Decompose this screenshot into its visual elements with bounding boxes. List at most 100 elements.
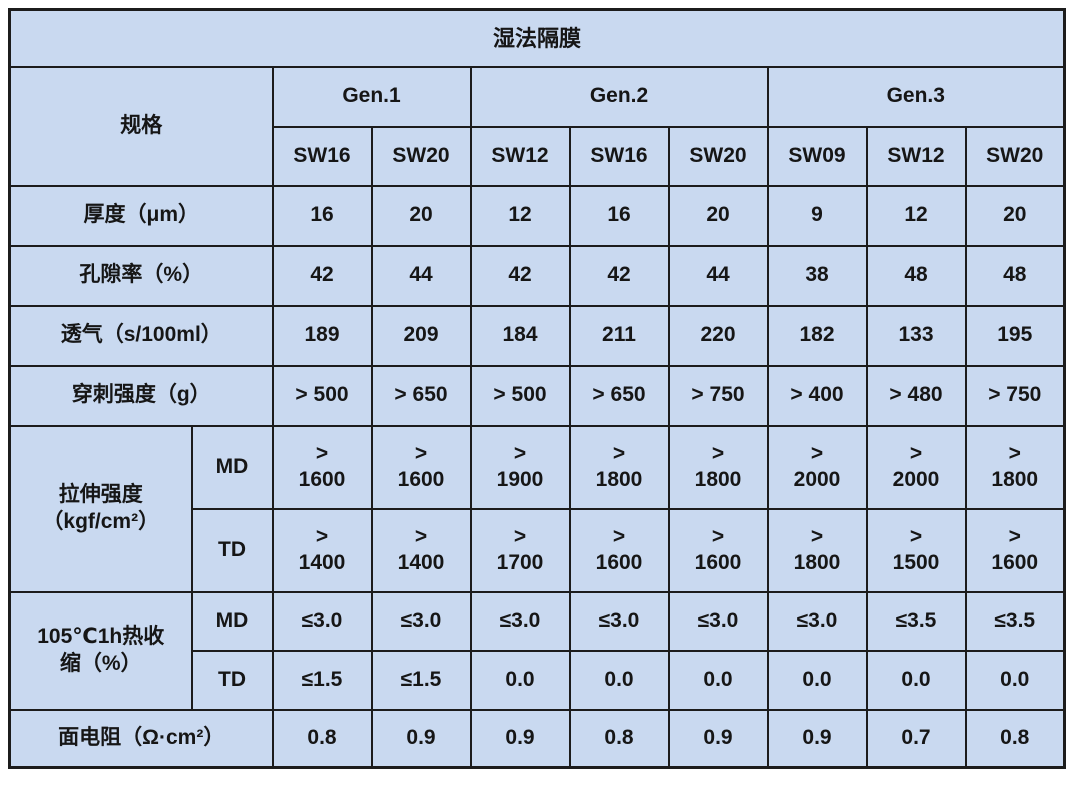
value-cell: > 650 bbox=[568, 364, 670, 427]
row-label-permeability: 透气（s/100ml） bbox=[8, 304, 274, 367]
model-header-cell: SW20 bbox=[370, 125, 472, 187]
value-cell: 0.0 bbox=[568, 649, 670, 711]
value-cell: ≤3.0 bbox=[370, 590, 472, 652]
model-header-cell: SW09 bbox=[766, 125, 868, 187]
value-cell: 0.9 bbox=[469, 708, 571, 769]
value-cell: > 1400 bbox=[370, 507, 472, 593]
value-cell: 20 bbox=[964, 184, 1066, 247]
value-cell: ≤1.5 bbox=[370, 649, 472, 711]
value-cell: > 1800 bbox=[568, 424, 670, 510]
value-cell: 0.0 bbox=[469, 649, 571, 711]
table-row: SW16 SW20 SW12 SW16 SW20 SW09 SW12 SW20 bbox=[10, 125, 1066, 187]
value-cell: 209 bbox=[370, 304, 472, 367]
value-cell: > 750 bbox=[667, 364, 769, 427]
value-cell: ≤1.5 bbox=[271, 649, 373, 711]
value-cell: > 1700 bbox=[469, 507, 571, 593]
value-cell: > 1600 bbox=[370, 424, 472, 510]
value-cell: > 2000 bbox=[766, 424, 868, 510]
value-cell: 182 bbox=[766, 304, 868, 367]
value-cell: 189 bbox=[271, 304, 373, 367]
value-cell: > 500 bbox=[271, 364, 373, 427]
gen3-header-cell: Gen.3 bbox=[766, 65, 1066, 128]
value-cell: 20 bbox=[667, 184, 769, 247]
value-cell: > 1600 bbox=[667, 507, 769, 593]
spec-header-cell: 规格 bbox=[8, 65, 274, 187]
value-cell: 220 bbox=[667, 304, 769, 367]
value-cell: 184 bbox=[469, 304, 571, 367]
value-cell: > 400 bbox=[766, 364, 868, 427]
value-cell: 0.8 bbox=[271, 708, 373, 769]
table-row: 规格 Gen.1 Gen.2 Gen.3 bbox=[8, 65, 1066, 187]
value-cell: > 480 bbox=[865, 364, 967, 427]
row-label-puncture: 穿刺强度（g） bbox=[8, 364, 274, 427]
value-cell: > 500 bbox=[469, 364, 571, 427]
value-cell: 0.9 bbox=[370, 708, 472, 769]
table-row: 厚度（μm） 16 20 12 16 20 9 12 20 bbox=[8, 184, 1066, 247]
row-label-thickness: 厚度（μm） bbox=[8, 184, 274, 247]
row-label-porosity: 孔隙率（%） bbox=[8, 244, 274, 307]
value-cell: 0.0 bbox=[964, 649, 1066, 711]
value-cell: 16 bbox=[271, 184, 373, 247]
row-label-shrinkage: 105℃1h热收 缩（%） bbox=[8, 590, 193, 711]
table-row: TD > 1400 > 1400 > 1700 > 1600 > 1600 > … bbox=[10, 507, 1066, 593]
value-cell: 0.9 bbox=[766, 708, 868, 769]
value-cell: 211 bbox=[568, 304, 670, 367]
value-cell: 0.0 bbox=[667, 649, 769, 711]
model-header-cell: SW12 bbox=[469, 125, 571, 187]
value-cell: ≤3.5 bbox=[964, 590, 1066, 652]
value-cell: > 1600 bbox=[964, 507, 1066, 593]
value-cell: 133 bbox=[865, 304, 967, 367]
value-cell: > 1600 bbox=[271, 424, 373, 510]
value-cell: 0.8 bbox=[568, 708, 670, 769]
value-cell: 38 bbox=[766, 244, 868, 307]
value-cell: 12 bbox=[469, 184, 571, 247]
value-cell: 20 bbox=[370, 184, 472, 247]
value-cell: 12 bbox=[865, 184, 967, 247]
sub-label-td: TD bbox=[190, 507, 274, 593]
table-row: 105℃1h热收 缩（%） MD ≤3.0 ≤3.0 ≤3.0 ≤3.0 ≤3.… bbox=[8, 590, 1066, 711]
sub-label-td: TD bbox=[190, 649, 274, 711]
model-header-cell: SW12 bbox=[865, 125, 967, 187]
value-cell: > 750 bbox=[964, 364, 1066, 427]
value-cell: > 1400 bbox=[271, 507, 373, 593]
value-cell: > 650 bbox=[370, 364, 472, 427]
value-cell: 0.0 bbox=[865, 649, 967, 711]
gen1-header-cell: Gen.1 bbox=[271, 65, 472, 128]
gen2-header-cell: Gen.2 bbox=[469, 65, 769, 128]
model-header-cell: SW20 bbox=[964, 125, 1066, 187]
value-cell: > 1800 bbox=[667, 424, 769, 510]
value-cell: ≤3.0 bbox=[667, 590, 769, 652]
model-header-cell: SW16 bbox=[568, 125, 670, 187]
separator-spec-table: 湿法隔膜 规格 Gen.1 Gen.2 Gen.3 SW16 SW20 SW12… bbox=[8, 8, 1067, 769]
value-cell: > 1800 bbox=[766, 507, 868, 593]
value-cell: 9 bbox=[766, 184, 868, 247]
value-cell: > 1800 bbox=[964, 424, 1066, 510]
value-cell: ≤3.0 bbox=[766, 590, 868, 652]
value-cell: 44 bbox=[667, 244, 769, 307]
value-cell: > 1500 bbox=[865, 507, 967, 593]
value-cell: 48 bbox=[964, 244, 1066, 307]
value-cell: 195 bbox=[964, 304, 1066, 367]
table-row: 湿法隔膜 bbox=[8, 8, 1066, 68]
value-cell: 0.0 bbox=[766, 649, 868, 711]
value-cell: ≤3.0 bbox=[271, 590, 373, 652]
value-cell: 48 bbox=[865, 244, 967, 307]
value-cell: > 1600 bbox=[568, 507, 670, 593]
table-row: 拉伸强度 （kgf/cm²） MD > 1600 > 1600 > 1900 >… bbox=[8, 424, 1066, 593]
table-row: 面电阻（Ω·cm²） 0.8 0.9 0.9 0.8 0.9 0.9 0.7 0… bbox=[8, 708, 1066, 769]
table-row: 穿刺强度（g） > 500 > 650 > 500 > 650 > 750 > … bbox=[8, 364, 1066, 427]
value-cell: ≤3.5 bbox=[865, 590, 967, 652]
table-row: 透气（s/100ml） 189 209 184 211 220 182 133 … bbox=[8, 304, 1066, 367]
table-title: 湿法隔膜 bbox=[8, 8, 1066, 68]
sub-label-md: MD bbox=[190, 590, 274, 652]
value-cell: 0.8 bbox=[964, 708, 1066, 769]
value-cell: 0.9 bbox=[667, 708, 769, 769]
value-cell: ≤3.0 bbox=[568, 590, 670, 652]
table-row: TD ≤1.5 ≤1.5 0.0 0.0 0.0 0.0 0.0 0.0 bbox=[10, 649, 1066, 711]
value-cell: 42 bbox=[271, 244, 373, 307]
value-cell: > 2000 bbox=[865, 424, 967, 510]
value-cell: 42 bbox=[469, 244, 571, 307]
value-cell: 42 bbox=[568, 244, 670, 307]
value-cell: 0.7 bbox=[865, 708, 967, 769]
value-cell: 16 bbox=[568, 184, 670, 247]
